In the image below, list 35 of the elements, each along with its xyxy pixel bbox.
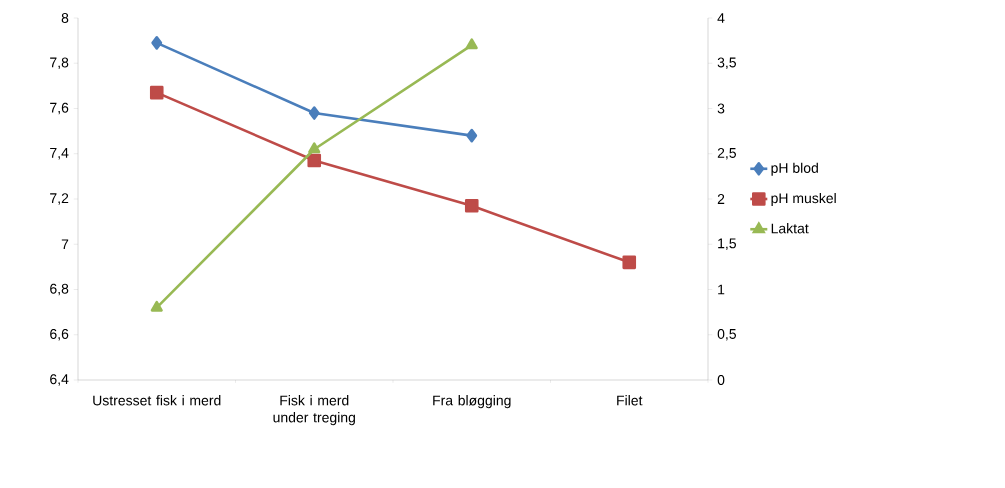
- y2-tick-label: 1: [718, 284, 725, 295]
- x-tick-label: Filet: [617, 395, 643, 406]
- x-tick-label: Fra bløgging: [433, 395, 511, 409]
- point: [149, 85, 164, 100]
- y-tick-label: 6,6: [50, 328, 69, 341]
- legend-label: pH blod: [771, 162, 818, 176]
- point: [307, 153, 322, 168]
- point: [622, 255, 637, 270]
- x-tick-label: Fisk i merd under treging: [273, 395, 355, 426]
- y2-tick-label: 2: [717, 194, 725, 204]
- y2-tick-label: 4: [717, 13, 725, 23]
- point: [151, 36, 163, 50]
- y-tick-label: 7,2: [50, 193, 69, 205]
- y-tick-label: 6,8: [50, 283, 69, 296]
- y-tick-label: 8: [61, 13, 69, 23]
- point: [465, 38, 478, 50]
- y2-tick-label: 0: [717, 375, 725, 385]
- x-tick-label: Ustresset fisk i merd: [93, 395, 221, 406]
- y-tick-label: 7,4: [50, 148, 69, 160]
- y-tick-label: 7,6: [50, 102, 69, 115]
- legend-label: Laktat: [771, 223, 809, 234]
- point: [308, 106, 320, 120]
- y-tick-label: 7,8: [50, 57, 69, 70]
- point: [150, 300, 163, 312]
- y-tick-label: 7: [61, 239, 69, 250]
- point: [308, 142, 321, 154]
- y2-tick-label: 3,5: [717, 57, 736, 70]
- y2-tick-label: 2,5: [717, 147, 736, 160]
- y2-tick-label: 0,5: [717, 328, 736, 341]
- point: [464, 198, 479, 213]
- point: [466, 128, 478, 143]
- y2-tick-label: 1,5: [718, 238, 736, 250]
- y2-tick-label: 3: [717, 103, 725, 114]
- legend-label: pH muskel: [771, 192, 836, 206]
- y-tick-label: 6,4: [50, 374, 69, 386]
